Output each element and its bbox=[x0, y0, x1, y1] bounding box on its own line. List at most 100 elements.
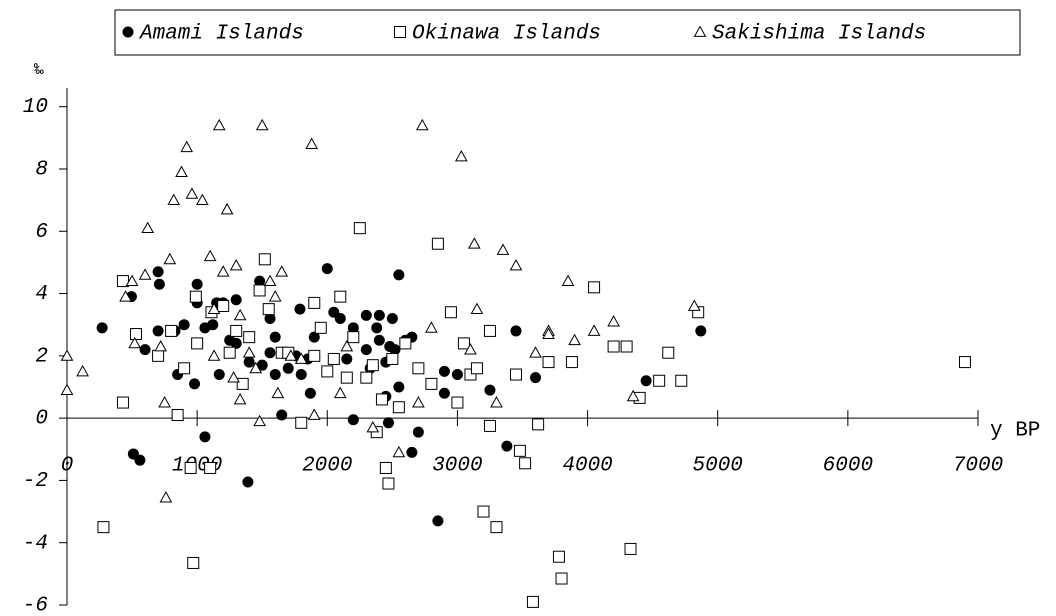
point bbox=[607, 340, 620, 353]
point bbox=[392, 445, 406, 458]
point bbox=[258, 253, 271, 266]
point bbox=[640, 375, 652, 387]
point bbox=[295, 369, 307, 381]
point bbox=[212, 118, 226, 131]
point bbox=[444, 306, 457, 319]
point bbox=[340, 339, 354, 352]
point bbox=[509, 368, 522, 381]
point bbox=[191, 278, 203, 290]
point bbox=[542, 327, 555, 339]
point bbox=[490, 396, 503, 408]
y-tick-label: -6 bbox=[23, 595, 48, 616]
point bbox=[276, 409, 288, 421]
point bbox=[256, 359, 268, 371]
point bbox=[269, 369, 281, 381]
point bbox=[373, 309, 385, 321]
point bbox=[207, 302, 221, 315]
point bbox=[496, 243, 510, 255]
y-tick-label: -2 bbox=[23, 470, 48, 493]
point bbox=[561, 274, 575, 286]
point bbox=[588, 281, 601, 294]
point bbox=[415, 118, 429, 131]
point bbox=[464, 368, 477, 381]
point bbox=[568, 333, 581, 346]
point bbox=[165, 324, 178, 337]
point bbox=[483, 324, 496, 337]
point bbox=[275, 265, 289, 277]
y-tick-label: -4 bbox=[23, 532, 48, 555]
point bbox=[555, 572, 568, 585]
point bbox=[230, 294, 242, 306]
point bbox=[199, 431, 211, 443]
point bbox=[216, 265, 230, 277]
point bbox=[163, 252, 177, 265]
point bbox=[134, 454, 146, 466]
point bbox=[373, 334, 385, 346]
point bbox=[347, 331, 360, 344]
point bbox=[382, 477, 395, 490]
point bbox=[153, 278, 165, 290]
point bbox=[386, 352, 399, 365]
point bbox=[178, 362, 191, 375]
point bbox=[470, 362, 483, 375]
point bbox=[464, 343, 477, 355]
point bbox=[242, 346, 256, 358]
point bbox=[294, 352, 308, 364]
point bbox=[282, 362, 294, 374]
point bbox=[119, 290, 132, 302]
point bbox=[308, 296, 321, 309]
point bbox=[264, 312, 276, 324]
point bbox=[242, 476, 254, 488]
point bbox=[425, 321, 438, 333]
x-tick-label: 4000 bbox=[562, 455, 612, 478]
point bbox=[255, 118, 269, 131]
point bbox=[180, 140, 194, 153]
point bbox=[353, 222, 366, 235]
point bbox=[483, 419, 496, 432]
point bbox=[314, 321, 327, 334]
point bbox=[139, 344, 151, 356]
point bbox=[519, 457, 532, 470]
point bbox=[271, 386, 285, 399]
point bbox=[412, 426, 424, 438]
point bbox=[565, 356, 578, 369]
point bbox=[171, 409, 184, 422]
point bbox=[254, 275, 266, 287]
point bbox=[509, 258, 523, 271]
point bbox=[262, 303, 275, 316]
point bbox=[626, 389, 640, 402]
point bbox=[490, 521, 503, 534]
point bbox=[958, 356, 971, 369]
point bbox=[249, 361, 263, 374]
point bbox=[412, 362, 425, 375]
point bbox=[167, 193, 181, 206]
point bbox=[230, 324, 243, 337]
point bbox=[230, 337, 242, 349]
point bbox=[236, 377, 249, 390]
point bbox=[334, 290, 347, 303]
point bbox=[406, 446, 418, 458]
point bbox=[141, 221, 155, 234]
point bbox=[125, 274, 139, 286]
point bbox=[220, 202, 234, 215]
point bbox=[76, 364, 89, 377]
point bbox=[438, 387, 450, 399]
point bbox=[386, 312, 398, 324]
x-tick-label: 7000 bbox=[953, 455, 1003, 478]
point bbox=[195, 193, 209, 206]
point bbox=[321, 365, 334, 378]
x-tick-label: 3000 bbox=[432, 455, 482, 478]
point bbox=[379, 461, 392, 474]
point bbox=[341, 353, 353, 365]
point bbox=[158, 396, 171, 408]
point bbox=[425, 377, 438, 390]
point bbox=[138, 268, 152, 280]
point bbox=[675, 374, 688, 387]
point bbox=[269, 331, 281, 343]
legend-label: Amami Islands bbox=[138, 23, 304, 46]
y-tick-label: 4 bbox=[35, 283, 48, 306]
point bbox=[334, 312, 346, 324]
point bbox=[184, 461, 197, 474]
point bbox=[152, 325, 164, 337]
